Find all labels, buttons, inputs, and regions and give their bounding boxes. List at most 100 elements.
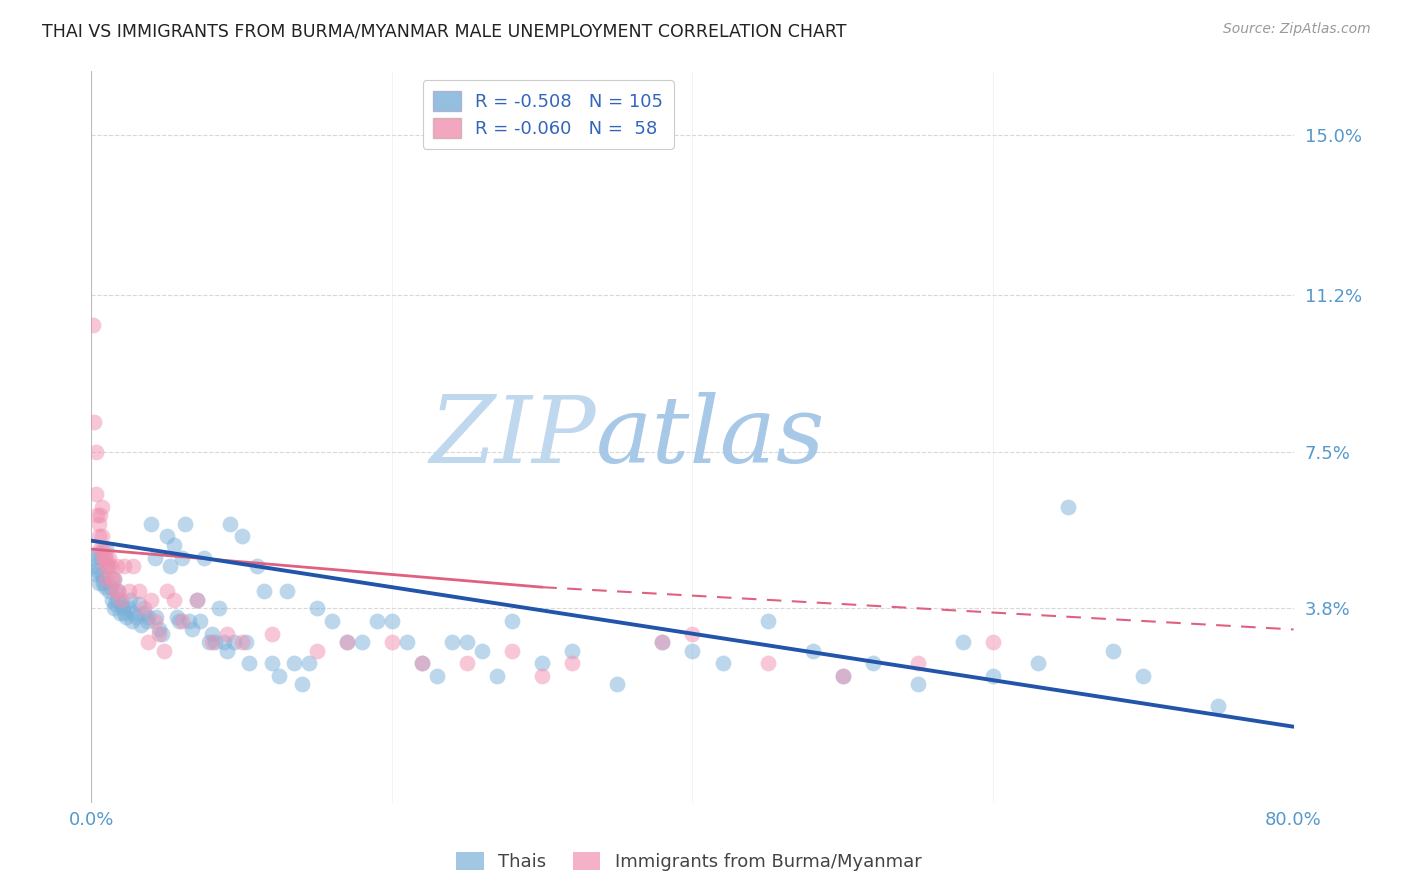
- Point: [136, 614, 159, 628]
- Point: [1208, 698, 1230, 713]
- Point: [118, 584, 141, 599]
- Point: [120, 592, 142, 607]
- Point: [93, 542, 115, 557]
- Point: [561, 657, 583, 671]
- Point: [89, 550, 111, 565]
- Point: [101, 592, 124, 607]
- Point: [145, 609, 167, 624]
- Text: atlas: atlas: [596, 392, 825, 482]
- Point: [125, 609, 148, 624]
- Point: [89, 542, 111, 557]
- Point: [84, 445, 107, 459]
- Point: [440, 635, 463, 649]
- Point: [269, 669, 291, 683]
- Point: [87, 516, 110, 531]
- Point: [218, 516, 240, 531]
- Point: [97, 559, 120, 574]
- Point: [177, 614, 200, 628]
- Point: [651, 635, 673, 649]
- Point: [108, 606, 131, 620]
- Point: [531, 657, 554, 671]
- Point: [141, 592, 163, 607]
- Point: [159, 559, 181, 574]
- Point: [981, 635, 1004, 649]
- Point: [87, 529, 110, 543]
- Point: [305, 643, 328, 657]
- Point: [298, 657, 321, 671]
- Point: [115, 609, 138, 624]
- Point: [148, 623, 170, 637]
- Point: [651, 635, 673, 649]
- Point: [276, 584, 298, 599]
- Point: [129, 618, 152, 632]
- Point: [201, 626, 224, 640]
- Point: [1132, 669, 1154, 683]
- Point: [456, 635, 478, 649]
- Point: [1057, 500, 1080, 514]
- Point: [163, 538, 186, 552]
- Point: [181, 623, 204, 637]
- Point: [83, 415, 105, 429]
- Point: [128, 597, 150, 611]
- Point: [122, 606, 145, 620]
- Point: [426, 669, 449, 683]
- Point: [350, 635, 373, 649]
- Point: [103, 572, 125, 586]
- Point: [197, 635, 219, 649]
- Point: [110, 597, 132, 611]
- Point: [104, 584, 127, 599]
- Point: [188, 614, 211, 628]
- Point: [215, 643, 238, 657]
- Point: [981, 669, 1004, 683]
- Point: [87, 546, 110, 560]
- Point: [143, 550, 166, 565]
- Point: [103, 601, 125, 615]
- Point: [235, 635, 257, 649]
- Point: [173, 516, 195, 531]
- Point: [531, 669, 554, 683]
- Point: [107, 584, 129, 599]
- Point: [486, 669, 509, 683]
- Point: [84, 567, 107, 582]
- Point: [121, 614, 143, 628]
- Point: [208, 601, 231, 615]
- Point: [82, 318, 104, 332]
- Point: [100, 580, 122, 594]
- Point: [204, 635, 226, 649]
- Point: [246, 559, 269, 574]
- Point: [163, 592, 186, 607]
- Point: [103, 572, 125, 586]
- Point: [148, 626, 170, 640]
- Point: [215, 626, 238, 640]
- Point: [170, 614, 193, 628]
- Point: [501, 643, 523, 657]
- Point: [260, 626, 283, 640]
- Point: [561, 643, 583, 657]
- Point: [93, 576, 115, 591]
- Point: [260, 657, 283, 671]
- Point: [138, 635, 160, 649]
- Point: [756, 657, 779, 671]
- Point: [98, 550, 121, 565]
- Point: [831, 669, 853, 683]
- Point: [907, 677, 929, 691]
- Point: [201, 635, 224, 649]
- Point: [107, 584, 129, 599]
- Point: [801, 643, 824, 657]
- Point: [89, 508, 111, 523]
- Point: [96, 550, 118, 565]
- Point: [212, 635, 235, 649]
- Point: [381, 614, 404, 628]
- Point: [86, 508, 108, 523]
- Point: [114, 559, 136, 574]
- Point: [128, 584, 150, 599]
- Point: [681, 643, 703, 657]
- Point: [283, 657, 305, 671]
- Point: [138, 609, 160, 624]
- Point: [336, 635, 359, 649]
- Text: ZIP: ZIP: [430, 392, 596, 482]
- Point: [100, 559, 122, 574]
- Point: [90, 529, 112, 543]
- Point: [93, 572, 115, 586]
- Point: [411, 657, 433, 671]
